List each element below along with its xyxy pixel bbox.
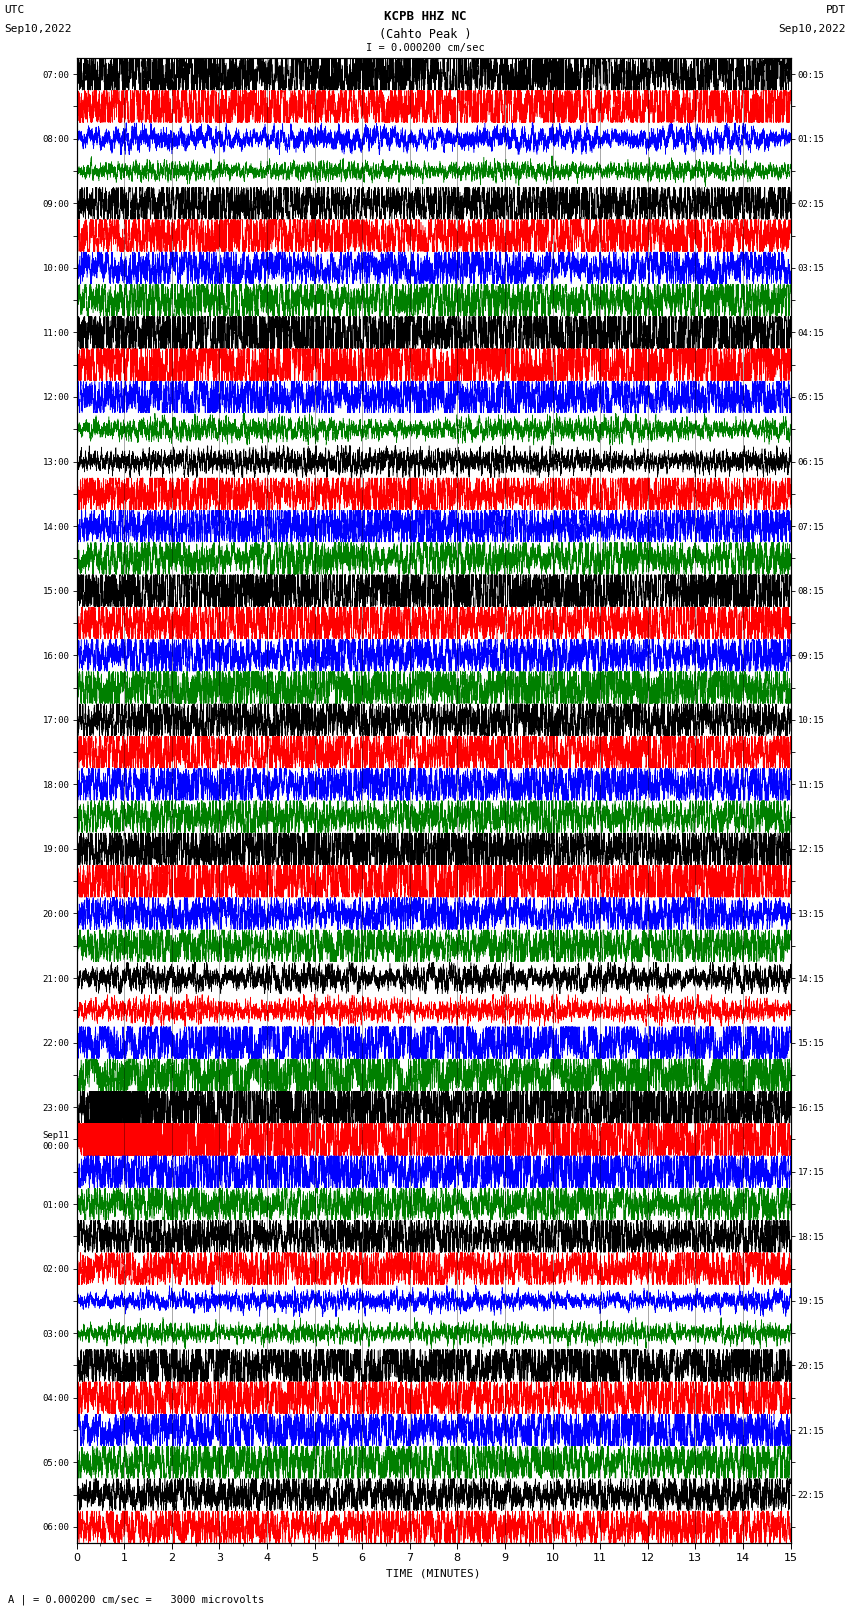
Text: KCPB HHZ NC: KCPB HHZ NC xyxy=(383,10,467,23)
Text: Sep10,2022: Sep10,2022 xyxy=(4,24,71,34)
X-axis label: TIME (MINUTES): TIME (MINUTES) xyxy=(386,1569,481,1579)
Text: I = 0.000200 cm/sec: I = 0.000200 cm/sec xyxy=(366,44,484,53)
Text: PDT: PDT xyxy=(825,5,846,15)
Text: (Cahto Peak ): (Cahto Peak ) xyxy=(379,27,471,40)
Text: A | = 0.000200 cm/sec =   3000 microvolts: A | = 0.000200 cm/sec = 3000 microvolts xyxy=(8,1594,264,1605)
Text: Sep10,2022: Sep10,2022 xyxy=(779,24,846,34)
Text: UTC: UTC xyxy=(4,5,25,15)
